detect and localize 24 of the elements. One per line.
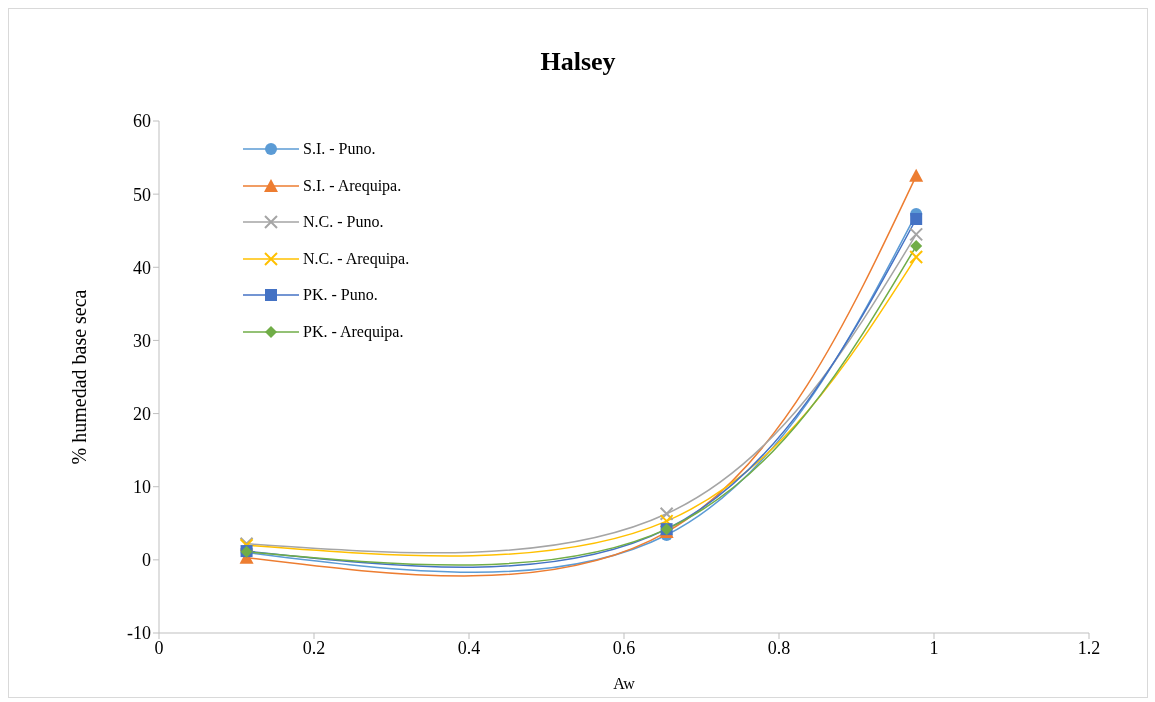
y-tick-label: 50 xyxy=(133,184,151,205)
y-tick-label: 30 xyxy=(133,330,151,351)
y-tick-label: 60 xyxy=(133,111,151,132)
legend-label: S.I. - Arequipa. xyxy=(303,176,402,195)
x-tick-label: 1 xyxy=(929,637,939,658)
chart-title: Halsey xyxy=(539,47,617,77)
x-tick-label: 0.2 xyxy=(302,637,326,658)
legend-label: PK. - Puno. xyxy=(303,286,378,305)
y-tick-label: 10 xyxy=(133,477,151,498)
x-tick-label: 1.2 xyxy=(1077,637,1101,658)
legend-label: N.C. - Arequipa. xyxy=(303,249,410,268)
y-tick-label: 20 xyxy=(133,403,151,424)
x-tick-label: 0.6 xyxy=(612,637,636,658)
x-tick-label: 0.8 xyxy=(767,637,791,658)
x-tick-label: 0 xyxy=(154,637,164,658)
legend-label: PK. - Arequipa. xyxy=(303,322,404,341)
y-axis-title: % humedad base seca xyxy=(68,289,91,465)
legend-label: S.I. - Puno. xyxy=(303,140,376,159)
x-tick-label: 0.4 xyxy=(457,637,481,658)
x-axis-title: Aw xyxy=(613,675,636,692)
y-tick-label: 40 xyxy=(133,257,151,278)
legend-label: N.C. - Puno. xyxy=(303,213,384,232)
y-tick-label: 0 xyxy=(142,550,151,571)
y-tick-label: -10 xyxy=(127,623,151,644)
